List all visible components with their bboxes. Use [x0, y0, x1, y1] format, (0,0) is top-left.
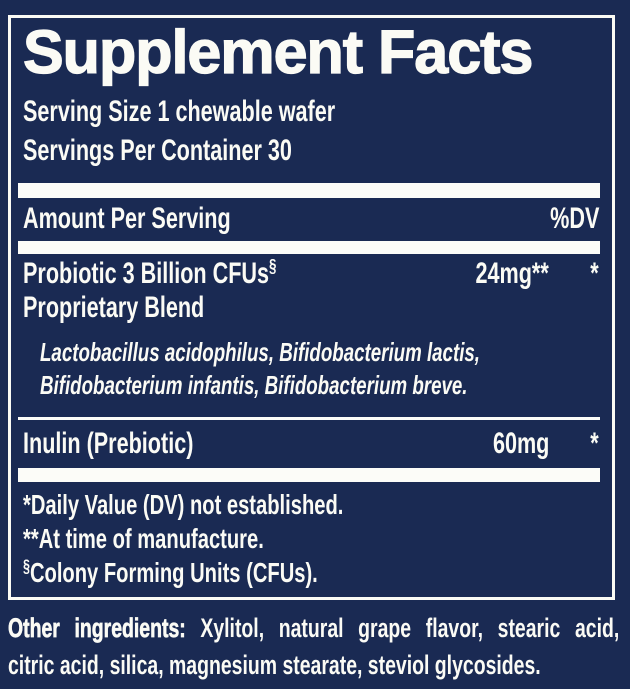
footnote-cfu-sup: § — [23, 555, 30, 576]
inulin-amount: 60mg — [492, 427, 549, 460]
footnote-cfu-line: §Colony Forming Units (CFUs). — [23, 556, 318, 590]
dv-label: %DV — [549, 202, 599, 235]
other-ingredients-line-1: Other ingredients: Xylitol, natural grap… — [8, 610, 619, 647]
inulin-name-cell: Inulin (Prebiotic) — [23, 427, 439, 461]
probiotic-dv: * — [590, 257, 599, 290]
amount-per-serving-label-cell: Amount Per Serving — [23, 201, 531, 236]
other-ingredients-line-1-text: Xylitol, natural grape flavor, stearic a… — [200, 613, 620, 643]
inulin-amount-cell: 60mg — [439, 427, 549, 461]
serving-size-line: Serving Size 1 chewable wafer — [23, 92, 599, 131]
probiotic-amount-cell: 24mg** — [439, 257, 549, 291]
blend-strains-line-1: Lactobacillus acidophilus, Bifidobacteri… — [23, 336, 599, 369]
footnote-manufacture-text: **At time of manufacture. — [23, 523, 264, 554]
other-ingredients-line-2: citric acid, silica, magnesium stearate,… — [8, 650, 541, 680]
footnote-manufacture: **At time of manufacture. — [23, 522, 599, 556]
probiotic-amount: 24mg** — [475, 257, 549, 290]
proprietary-blend-line: Proprietary Blend — [23, 291, 599, 325]
blend-strains-text-1: Lactobacillus acidophilus, Bifidobacteri… — [40, 337, 481, 367]
dv-label-cell: %DV — [531, 201, 599, 236]
footnote-daily-value-text: *Daily Value (DV) not established. — [23, 489, 344, 520]
blend-strains-line-2: Bifidobacterium infantis, Bifidobacteriu… — [23, 369, 599, 402]
separator-bar-thick-bottom — [18, 468, 600, 482]
panel-title: Supplement Facts — [22, 18, 534, 86]
servings-per-container-text: Servings Per Container 30 — [23, 134, 292, 167]
probiotic-dv-cell: * — [549, 257, 599, 291]
inulin-dv-cell: * — [549, 427, 599, 461]
amount-per-serving-header: Amount Per Serving %DV — [23, 201, 599, 236]
ingredient-row-inulin: Inulin (Prebiotic) 60mg * — [23, 427, 599, 461]
footnote-cfu-text: Colony Forming Units (CFUs). — [29, 557, 318, 588]
other-ingredients-label: Other ingredients: — [8, 613, 186, 644]
serving-size-text: Serving Size 1 chewable wafer — [23, 95, 336, 128]
inulin-name: Inulin (Prebiotic) — [23, 427, 194, 460]
supplement-facts-panel: Supplement Facts Serving Size 1 chewable… — [8, 15, 615, 600]
separator-line-thin — [18, 417, 600, 420]
servings-per-container-line: Servings Per Container 30 — [23, 131, 599, 170]
inulin-dv: * — [590, 427, 599, 460]
footnote-daily-value: *Daily Value (DV) not established. — [23, 488, 599, 522]
separator-bar-thick-top — [18, 183, 600, 198]
footnote-cfu: §Colony Forming Units (CFUs). — [23, 556, 599, 590]
proprietary-blend-label: Proprietary Blend — [23, 291, 205, 324]
blend-strains-text-2: Bifidobacterium infantis, Bifidobacteriu… — [40, 370, 468, 400]
separator-bar-thick-header — [18, 241, 600, 254]
amount-per-serving-label: Amount Per Serving — [23, 202, 231, 235]
probiotic-name-cell: Probiotic 3 Billion CFUs§ — [23, 255, 439, 291]
probiotic-name-text: Probiotic 3 Billion CFUs — [23, 257, 270, 290]
ingredient-row-probiotic: Probiotic 3 Billion CFUs§ 24mg** * — [23, 255, 599, 291]
other-ingredients-block: Other ingredients: Xylitol, natural grap… — [8, 610, 619, 684]
probiotic-name-sup: § — [269, 255, 277, 276]
probiotic-name: Probiotic 3 Billion CFUs§ — [23, 255, 277, 291]
